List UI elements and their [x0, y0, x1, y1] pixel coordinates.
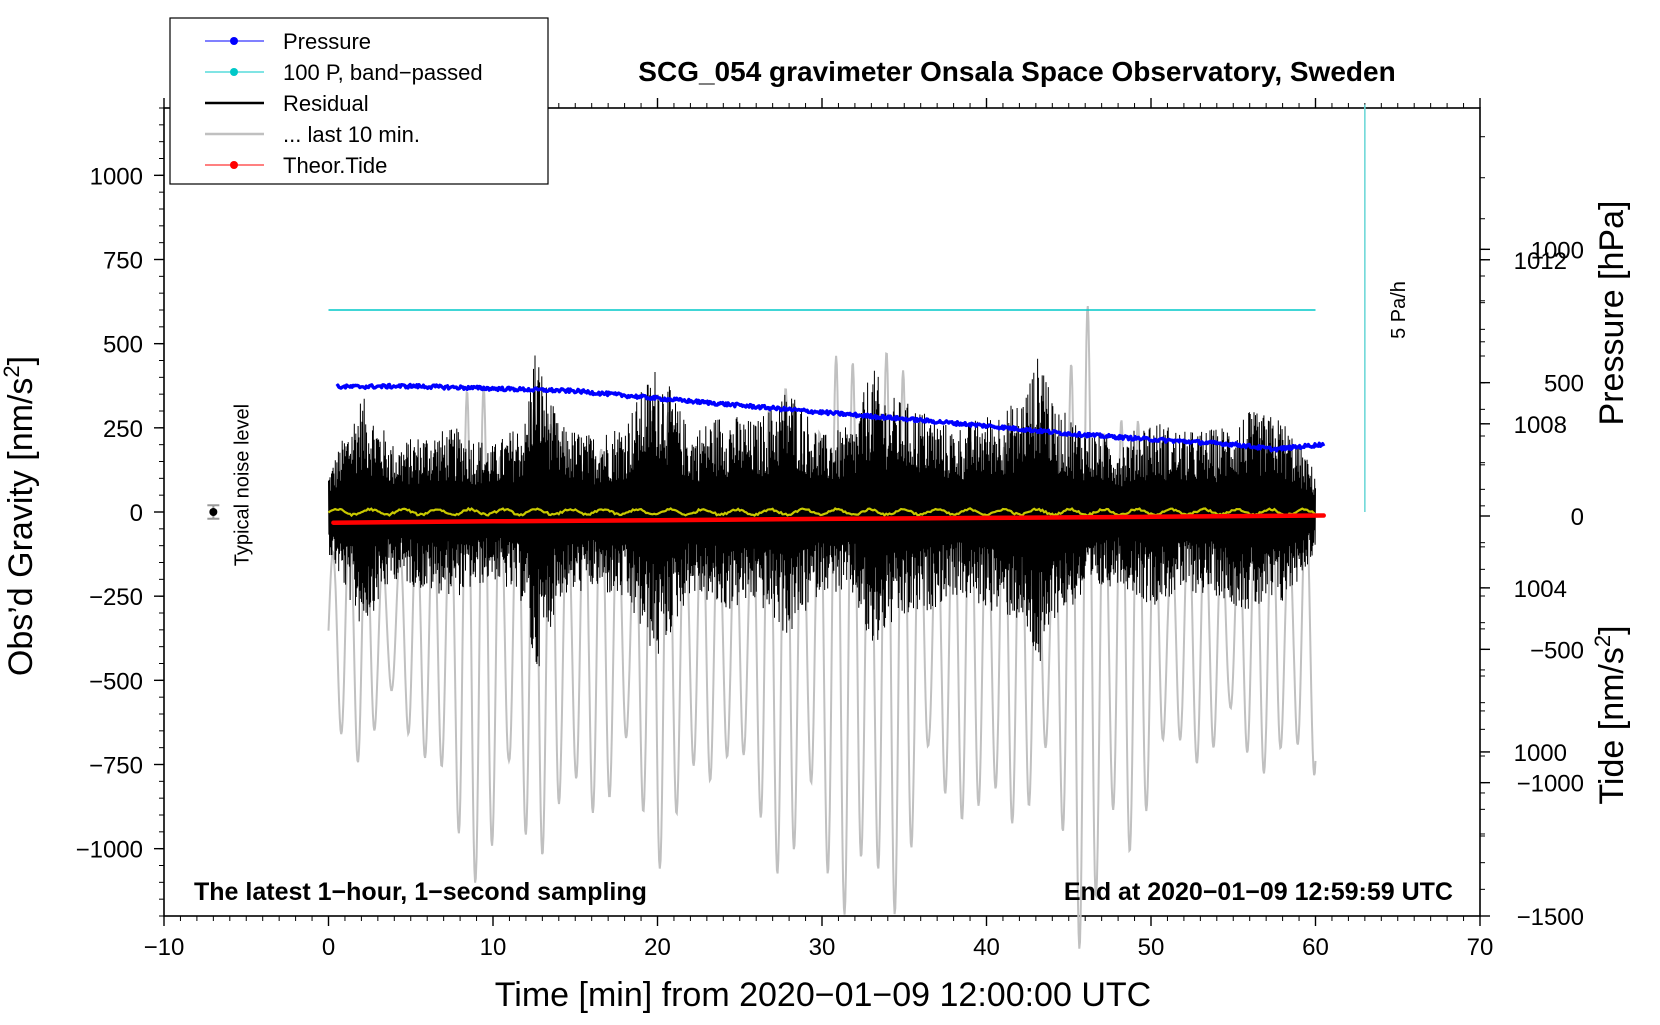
x-tick-label: 50: [1138, 934, 1165, 961]
y-pressure-tick-label: 1000: [1514, 740, 1567, 767]
x-tick-label: 40: [973, 934, 1000, 961]
y-pressure-tick-label: 1004: [1514, 576, 1567, 603]
y-left-tick-label: 1000: [90, 163, 143, 190]
x-tick-label: −10: [144, 934, 185, 961]
chart-title: SCG_054 gravimeter Onsala Space Observat…: [638, 56, 1395, 87]
legend: Pressure 100 P, band−passed Residual ... la…: [169, 17, 549, 185]
series-last-10-min-line: [327, 305, 1317, 949]
series-theor-tide-line: [331, 513, 1326, 525]
tick-labels: −10 0 10 20 30 40 50 60 70 1000 750 500 250 0 −250 −500…: [76, 163, 1584, 961]
x-tick-label: 30: [809, 934, 836, 961]
y-pressure-tick-label: 1008: [1514, 412, 1567, 439]
y-tide-tick-label: −1000: [1517, 771, 1584, 798]
legend-box: [169, 17, 549, 185]
y-pressure-tick-label: 1012: [1514, 248, 1567, 275]
y-axis-title-tide: Tide [nm/s2]: [1590, 625, 1631, 804]
x-tick-label: 20: [644, 934, 671, 961]
y-left-tick-label: −250: [89, 584, 143, 611]
series-layer: [327, 305, 1326, 949]
x-axis-title: Time [min] from 2020−01−09 12:00:00 UTC: [495, 976, 1151, 1014]
legend-label: Theor.Tide: [283, 153, 387, 178]
noise-level-marker: [209, 508, 218, 516]
y-left-tick-label: 750: [103, 248, 143, 275]
y-axis-title-tide-main: Tide [nm/s: [1593, 647, 1631, 804]
x-tick-label: 10: [480, 934, 507, 961]
y-tide-tick-label: −500: [1530, 637, 1584, 664]
y-axis-title-left-end: ]: [2, 356, 40, 365]
y-axis-title-tide-end: ]: [1593, 625, 1631, 634]
y-axis-title-left-main: Obs’d Gravity [nm/s: [2, 378, 40, 677]
legend-marker-4: [230, 161, 238, 169]
legend-label: Residual: [283, 91, 369, 116]
legend-label: Pressure: [283, 29, 371, 54]
y-left-tick-label: −1000: [76, 837, 143, 864]
y-left-tick-label: −750: [89, 753, 143, 780]
y-left-tick-label: 250: [103, 416, 143, 443]
legend-label: 100 P, band−passed: [283, 60, 483, 85]
legend-marker-1: [230, 68, 238, 76]
legend-label: ... last 10 min.: [283, 122, 420, 147]
annotation-sampling: The latest 1−hour, 1−second sampling: [194, 878, 647, 906]
x-tick-label: 70: [1467, 934, 1494, 961]
x-tick-label: 60: [1302, 934, 1329, 961]
x-tick-label: 0: [322, 934, 335, 961]
series-pressure-line: [335, 382, 1326, 453]
annotations-layer: Typical noise level 5 Pa/h: [207, 104, 1410, 566]
y-tide-tick-label: −1500: [1517, 904, 1584, 931]
annotation-end-time: End at 2020−01−09 12:59:59 UTC: [1064, 878, 1453, 906]
noise-level-label: Typical noise level: [231, 404, 253, 566]
y-axis-title-left: Obs’d Gravity [nm/s2]: [0, 356, 40, 676]
y-left-tick-label: 500: [103, 332, 143, 359]
y-tide-tick-label: 1000: [1531, 237, 1584, 264]
y-left-tick-label: 0: [130, 500, 143, 527]
y-tide-tick-label: 0: [1571, 504, 1584, 531]
y-axis-title-tide-sup: 2: [1590, 635, 1615, 647]
y-axis-title-left-sup: 2: [0, 365, 24, 377]
series-residual-line: [328, 355, 1316, 667]
y-left-tick-label: −500: [89, 668, 143, 695]
series-residual-filtered-line: [327, 506, 1317, 518]
scale-bar-label: 5 Pa/h: [1388, 281, 1410, 339]
y-tide-tick-label: 500: [1544, 371, 1584, 398]
y-axis-title-pressure: Pressure [hPa]: [1593, 201, 1631, 426]
legend-marker-0: [230, 37, 238, 45]
